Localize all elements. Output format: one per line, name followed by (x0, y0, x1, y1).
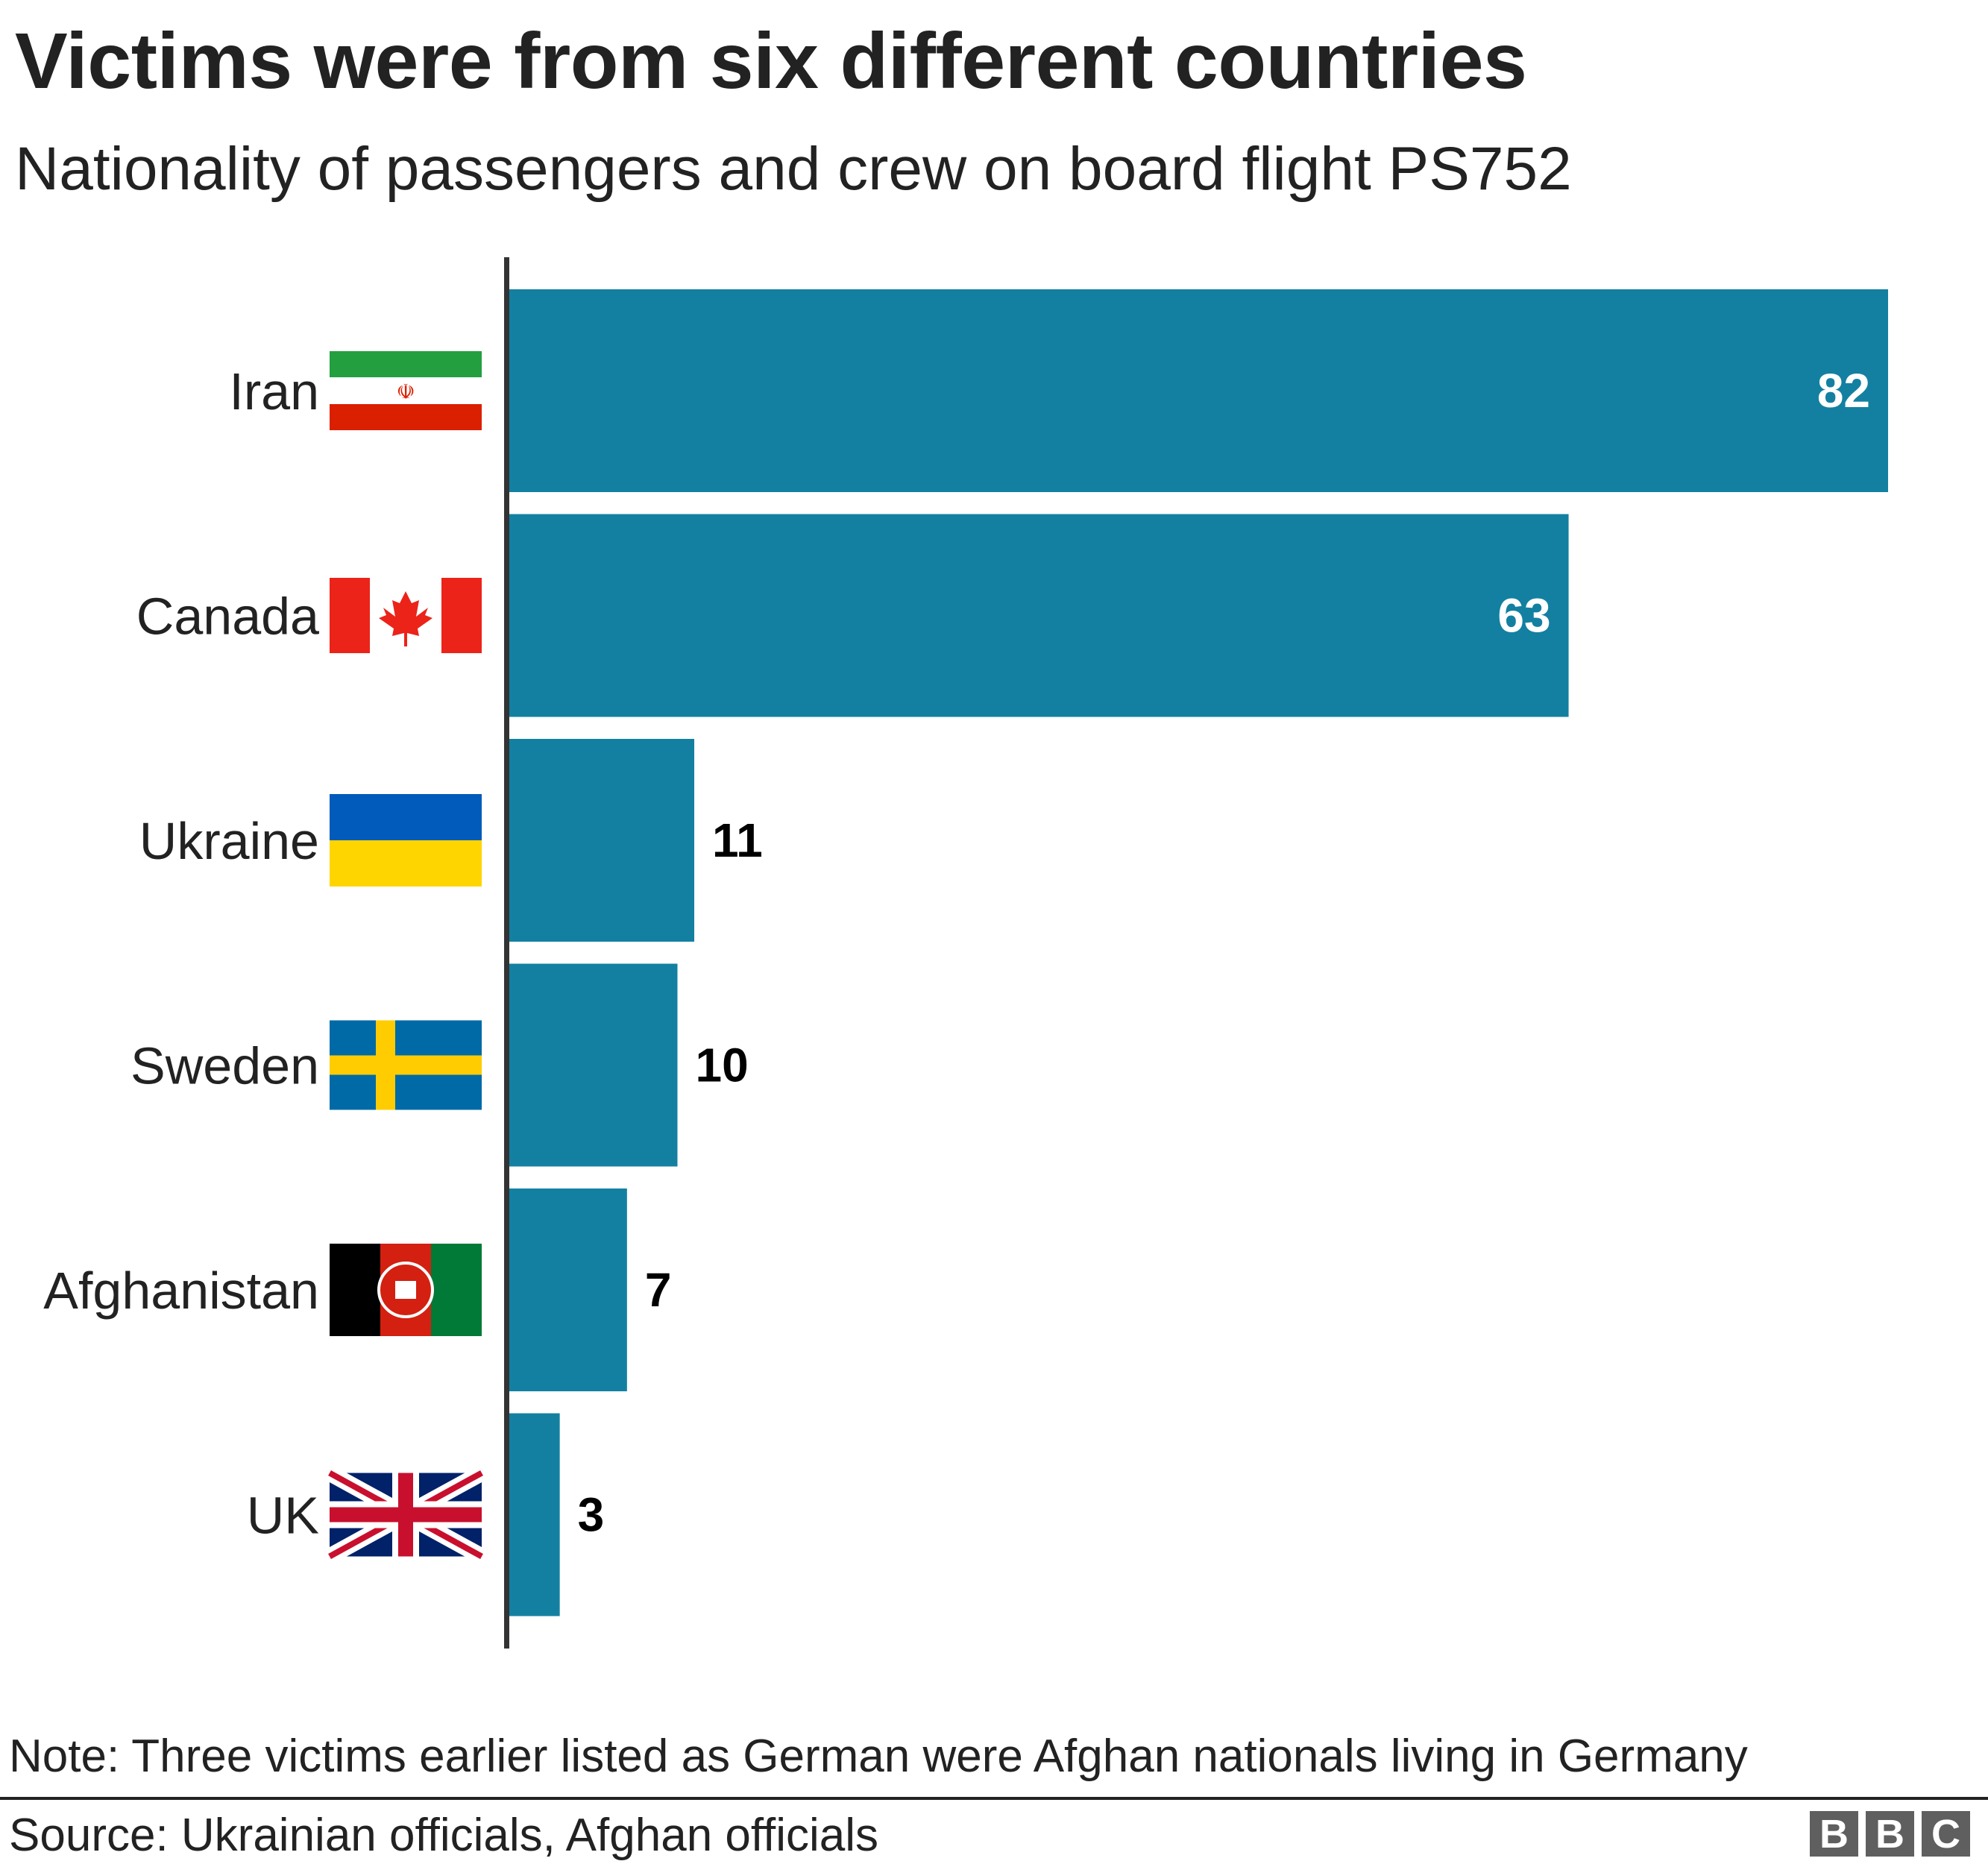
ukraine-flag-icon (330, 794, 482, 887)
canada-flag-icon (330, 578, 482, 653)
data-label: 82 (1817, 364, 1870, 418)
logo-letter: B (1866, 1811, 1914, 1857)
bar-afghanistan (509, 1188, 627, 1391)
category-label: Iran (229, 362, 319, 421)
sweden-flag-icon (330, 1020, 482, 1110)
iran-flag-icon (330, 351, 482, 430)
bar-canada (509, 514, 1569, 717)
category-label: Afghanistan (43, 1262, 319, 1320)
category-label: Ukraine (139, 812, 319, 870)
bar-uk (509, 1413, 560, 1616)
data-label: 63 (1497, 589, 1550, 643)
data-label: 10 (695, 1039, 748, 1092)
footer-divider (0, 1797, 1988, 1800)
category-label: Sweden (130, 1037, 319, 1095)
chart-subtitle: Nationality of passengers and crew on bo… (15, 135, 1572, 203)
chart-source: Source: Ukrainian officials, Afghan offi… (9, 1810, 879, 1861)
chart-title: Victims were from six different countrie… (15, 17, 1527, 105)
bar-sweden (509, 963, 678, 1167)
y-axis-line (504, 257, 509, 1649)
category-label: UK (247, 1487, 319, 1545)
data-label: 7 (645, 1263, 672, 1317)
logo-letter: C (1922, 1811, 1970, 1857)
uk-flag-icon (330, 1473, 482, 1557)
bar-ukraine (509, 739, 695, 942)
data-label: 11 (712, 813, 763, 867)
chart-note: Note: Three victims earlier listed as Ge… (9, 1731, 1748, 1782)
logo-letter: B (1810, 1811, 1858, 1857)
category-label: Canada (136, 588, 319, 646)
data-label: 3 (578, 1488, 605, 1542)
afghanistan-flag-icon (328, 1242, 483, 1338)
bbc-logo: B B C (1810, 1811, 1970, 1857)
bar-iran (509, 289, 1888, 492)
